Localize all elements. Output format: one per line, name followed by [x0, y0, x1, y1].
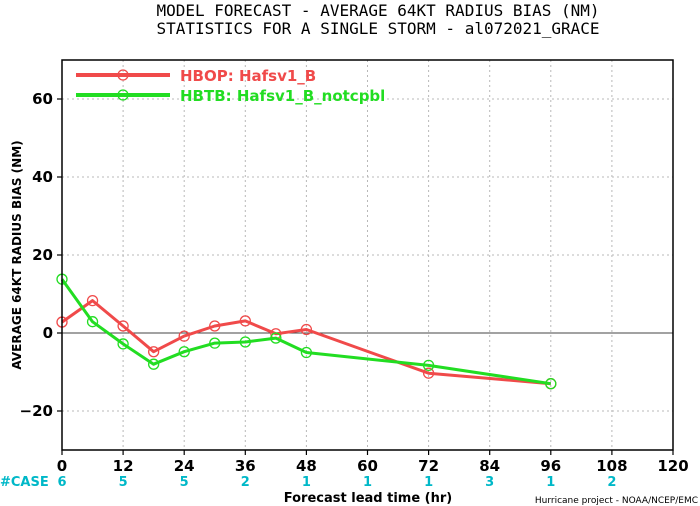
- case-counts: 6 5 5 2 1 1 1 3 1 2: [57, 475, 616, 490]
- series-layer: [56, 273, 557, 390]
- x-axis-ticks: 0 12 24 36 48 60 72 84 96 108 120: [57, 450, 689, 475]
- series-line-2: [60, 278, 552, 386]
- x-tick-label: 96: [540, 457, 561, 475]
- series-1-point: [422, 367, 435, 379]
- case-count: 1: [302, 475, 311, 490]
- y-tick-label: 40: [32, 168, 53, 186]
- series-1-point: [178, 330, 190, 342]
- series-line-1: [61, 299, 551, 386]
- series-2-point: [545, 378, 557, 390]
- series-2-point: [270, 332, 282, 344]
- legend-entry-2: HBTB: Hafsv1_B_notcpbl: [180, 87, 385, 105]
- case-count: 1: [363, 475, 372, 490]
- series-2-point: [117, 338, 129, 350]
- x-tick-label: 84: [479, 457, 500, 475]
- y-tick-label: 60: [32, 90, 53, 108]
- x-tick-label: 48: [296, 457, 317, 475]
- series-1-point: [147, 346, 160, 358]
- y-tick-label: 20: [32, 246, 53, 264]
- y-tick-label: −20: [20, 402, 53, 420]
- series-1-point: [209, 320, 221, 332]
- series-2-point: [147, 358, 160, 370]
- series-2-point: [209, 337, 221, 349]
- series-2-point: [422, 359, 435, 372]
- series-2-point: [300, 346, 313, 359]
- case-count: 1: [424, 475, 433, 490]
- series-1-point: [86, 294, 99, 307]
- series-2-point: [239, 336, 251, 348]
- case-label: #CASE: [0, 475, 49, 490]
- y-axis-ticks: −20 0 20 40 60: [20, 90, 62, 420]
- credit-text: Hurricane project - NOAA/NCEP/EMC: [535, 496, 698, 506]
- legend: HBOP: Hafsv1_B HBTB: Hafsv1_B_notcpbl: [76, 67, 385, 105]
- x-tick-label: 60: [357, 457, 378, 475]
- case-count: 2: [607, 475, 616, 490]
- series-1-point: [300, 323, 313, 336]
- x-tick-label: 0: [57, 457, 67, 475]
- case-count: 5: [180, 475, 189, 490]
- legend-entry-1: HBOP: Hafsv1_B: [180, 67, 316, 85]
- y-axis-label: AVERAGE 64KT RADIUS BIAS (NM): [10, 140, 24, 369]
- x-axis-label: Forecast lead time (hr): [284, 491, 452, 506]
- case-count: 5: [119, 475, 128, 490]
- x-tick-label: 120: [657, 457, 688, 475]
- case-count: 2: [241, 475, 250, 490]
- chart-title-line-2: STATISTICS FOR A SINGLE STORM - al072021…: [156, 19, 599, 38]
- case-count: 1: [546, 475, 555, 490]
- series-1-point: [117, 320, 129, 332]
- x-tick-label: 24: [174, 457, 195, 475]
- x-tick-label: 72: [418, 457, 439, 475]
- y-tick-label: 0: [43, 324, 53, 342]
- legend-marker-1: [117, 69, 129, 81]
- x-tick-label: 108: [596, 457, 627, 475]
- series-2-point: [178, 346, 190, 358]
- case-count: 6: [57, 475, 66, 490]
- grid: [62, 60, 673, 450]
- chart-title-line-1: MODEL FORECAST - AVERAGE 64KT RADIUS BIA…: [156, 1, 599, 20]
- legend-marker-2: [117, 89, 129, 101]
- series-1-point: [239, 315, 251, 327]
- x-tick-label: 12: [113, 457, 134, 475]
- series-2-point: [86, 316, 99, 328]
- x-tick-label: 36: [235, 457, 256, 475]
- case-count: 3: [485, 475, 494, 490]
